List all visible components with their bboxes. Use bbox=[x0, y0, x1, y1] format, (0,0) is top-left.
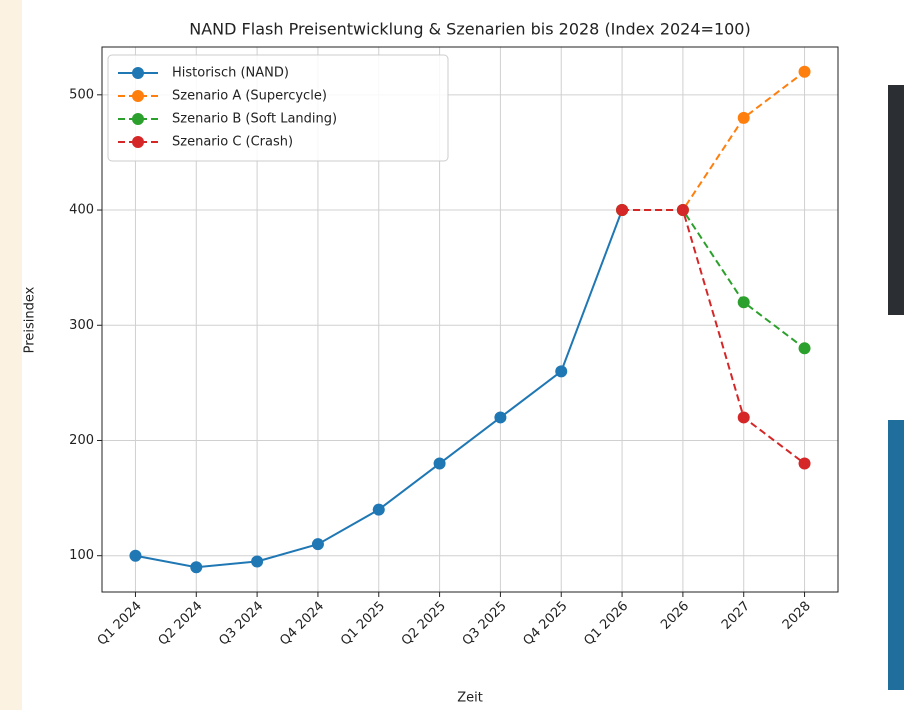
data-point bbox=[129, 549, 142, 562]
y-tick-label: 100 bbox=[69, 548, 94, 563]
x-tick-label: Q1 2026 bbox=[581, 599, 631, 649]
series-line bbox=[622, 209, 806, 350]
data-point bbox=[494, 411, 507, 424]
legend-label: Szenario C (Crash) bbox=[172, 135, 293, 150]
legend-marker bbox=[132, 113, 144, 125]
side-image bbox=[888, 85, 904, 315]
legend-marker bbox=[132, 67, 144, 79]
x-tick-label: Q1 2025 bbox=[338, 599, 388, 649]
x-tick-label: Q2 2025 bbox=[399, 599, 449, 649]
x-tick-label: Q1 2024 bbox=[95, 599, 145, 649]
plot-frame bbox=[101, 46, 839, 593]
side-image bbox=[888, 420, 904, 690]
x-tick-label: 2027 bbox=[719, 599, 753, 633]
data-point bbox=[798, 457, 811, 470]
x-tick-label: Q3 2024 bbox=[216, 599, 266, 649]
x-axis-label: Zeit bbox=[457, 691, 483, 706]
series-line bbox=[622, 209, 806, 465]
data-point bbox=[798, 65, 811, 78]
legend-box bbox=[107, 54, 449, 162]
data-point bbox=[433, 457, 446, 470]
data-point bbox=[737, 411, 750, 424]
data-point bbox=[555, 365, 568, 378]
y-tick-label: 500 bbox=[69, 87, 94, 102]
x-tick-label: Q4 2024 bbox=[277, 599, 327, 649]
data-point bbox=[676, 204, 689, 217]
legend-label: Szenario A (Supercycle) bbox=[172, 89, 327, 104]
data-point bbox=[798, 342, 811, 355]
legend-label: Szenario B (Soft Landing) bbox=[172, 112, 337, 127]
y-axis-label: Preisindex bbox=[23, 286, 38, 353]
data-point bbox=[251, 555, 264, 568]
data-point bbox=[372, 503, 385, 516]
y-tick-label: 400 bbox=[69, 203, 94, 218]
side-strip bbox=[0, 0, 22, 710]
series-line bbox=[622, 70, 806, 212]
data-point bbox=[737, 296, 750, 309]
x-tick-label: 2028 bbox=[780, 599, 814, 633]
x-tick-label: 2026 bbox=[658, 599, 692, 633]
x-tick-label: Q2 2024 bbox=[156, 599, 206, 649]
data-point bbox=[737, 111, 750, 124]
data-point bbox=[311, 538, 324, 551]
x-tick-label: Q4 2025 bbox=[521, 599, 571, 649]
y-tick-label: 300 bbox=[69, 318, 94, 333]
chart-title: NAND Flash Preisentwicklung & Szenarien … bbox=[189, 20, 750, 39]
data-point bbox=[616, 204, 629, 217]
legend-marker bbox=[132, 136, 144, 148]
legend-marker bbox=[132, 90, 144, 102]
y-tick-label: 200 bbox=[69, 433, 94, 448]
legend-label: Historisch (NAND) bbox=[172, 66, 289, 81]
data-point bbox=[190, 561, 203, 574]
x-tick-label: Q3 2025 bbox=[460, 599, 510, 649]
